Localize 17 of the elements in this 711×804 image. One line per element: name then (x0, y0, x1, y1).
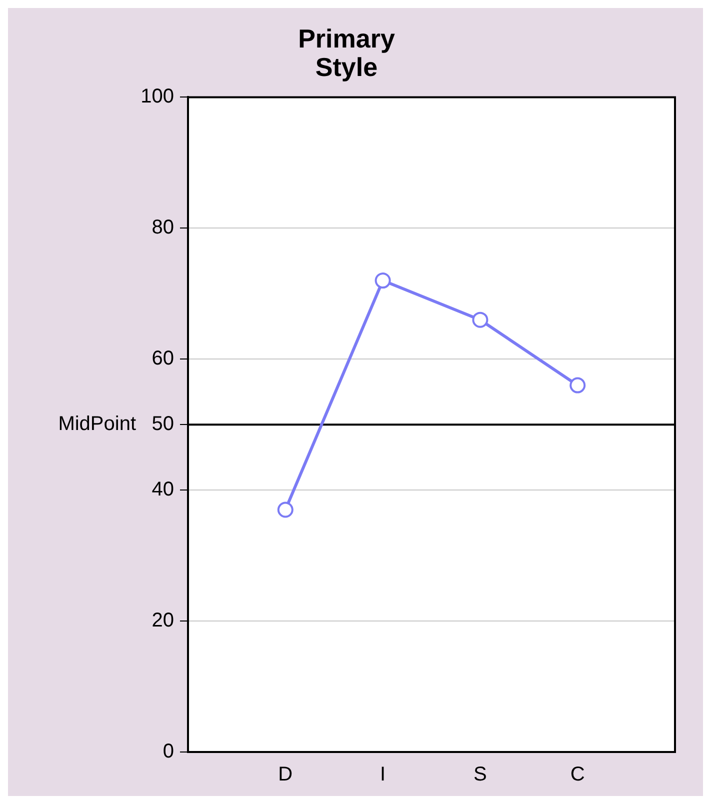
ref-line-label: MidPoint (58, 413, 136, 436)
y-tick-label: 0 (162, 740, 174, 763)
x-tick-label: S (474, 764, 487, 786)
y-tick-label: 40 (152, 478, 174, 501)
y-tick-label: 60 (152, 348, 174, 370)
y-tick-label: 20 (152, 610, 174, 632)
x-tick-label: D (278, 764, 293, 786)
point (277, 502, 294, 518)
point (472, 312, 488, 328)
x-tick-label: I (380, 764, 386, 786)
chart-title: Primary Style (298, 23, 396, 82)
y-tick-label: 100 (140, 86, 174, 108)
y-tick-label: 80 (152, 216, 174, 239)
point (570, 377, 586, 394)
x-tick-label: C (570, 764, 585, 786)
y-tick-label: 50 (152, 413, 174, 436)
point (374, 272, 391, 289)
